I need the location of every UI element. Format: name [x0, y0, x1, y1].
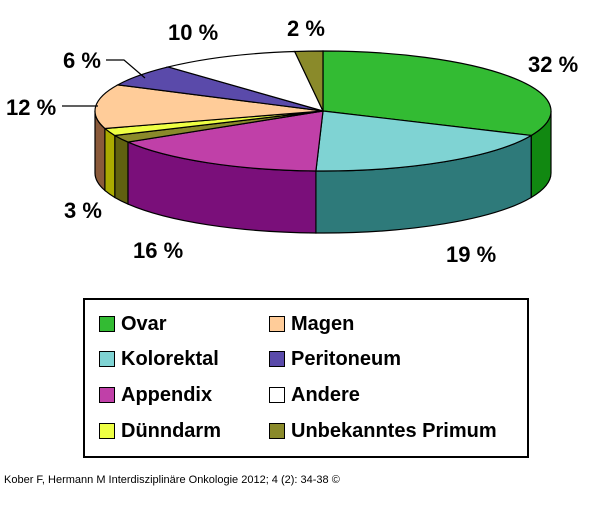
pie-slice-andere: [165, 50, 325, 112]
pie-chart: 32 % 19 % 16 % 12 % 6 % 10 % 2 % 3 %: [6, 16, 578, 267]
legend-item-andere: Andere: [269, 383, 360, 407]
pie-side-unbekanntes-primum: [114, 134, 129, 205]
legend-swatch: [99, 387, 115, 403]
legend-item-peritoneum: Peritoneum: [269, 347, 401, 371]
legend-label: Peritoneum: [291, 347, 402, 370]
pie-side-duenndarm: [104, 127, 116, 199]
percent-label-unbekanntes-primum: 2 %: [287, 16, 325, 41]
legend-label: Appendix: [121, 383, 213, 406]
percent-label-peritoneum: 6 %: [63, 48, 101, 73]
pie-slice-kolorektal: [315, 110, 534, 172]
legend-item-ovar: Ovar: [99, 312, 167, 336]
pie-slice-unbekanntes-primum: [293, 50, 324, 112]
pie-slice-appendix: [125, 110, 324, 172]
legend-swatch: [99, 423, 115, 439]
percent-label-appendix: 16 %: [133, 238, 183, 263]
legend-swatch: [269, 387, 285, 403]
percent-label-andere: 10 %: [168, 20, 218, 45]
legend-item-magen: Magen: [269, 312, 354, 336]
legend-label: Andere: [291, 383, 360, 406]
legend-item-appendix: Appendix: [99, 383, 212, 407]
pie-sides: [94, 110, 552, 234]
legend-swatch: [269, 423, 285, 439]
percent-label-ovar: 32 %: [528, 52, 578, 77]
legend-label: Kolorektal: [121, 347, 219, 370]
legend-item-duenndarm: Dünndarm: [99, 419, 221, 443]
legend-label: Unbekanntes Primum: [291, 419, 497, 442]
leader-lines: [62, 59, 146, 107]
legend-swatch: [99, 351, 115, 367]
pie-slice-ovar: [322, 50, 552, 137]
legend-item-unbekanntes-primum: Unbekanntes Primum: [269, 419, 497, 443]
percent-label-small-slices: 3 %: [64, 198, 102, 223]
percent-label-kolorektal: 19 %: [446, 242, 496, 267]
percent-label-magen: 12 %: [6, 95, 56, 120]
percent-labels: 32 % 19 % 16 % 12 % 6 % 10 % 2 % 3 %: [6, 16, 578, 267]
legend-item-kolorektal: Kolorektal: [99, 347, 219, 371]
legend: Ovar Magen Kolorektal Peritoneum Appendi…: [83, 298, 529, 458]
legend-swatch: [269, 316, 285, 332]
legend-swatch: [99, 316, 115, 332]
pie-slices: [94, 50, 552, 172]
citation: Kober F, Hermann M Interdisziplinäre Onk…: [4, 474, 340, 486]
legend-label: Magen: [291, 312, 355, 335]
legend-label: Ovar: [121, 312, 167, 335]
legend-label: Dünndarm: [121, 419, 221, 442]
legend-swatch: [269, 351, 285, 367]
leader-line-peritoneum: [106, 59, 146, 79]
